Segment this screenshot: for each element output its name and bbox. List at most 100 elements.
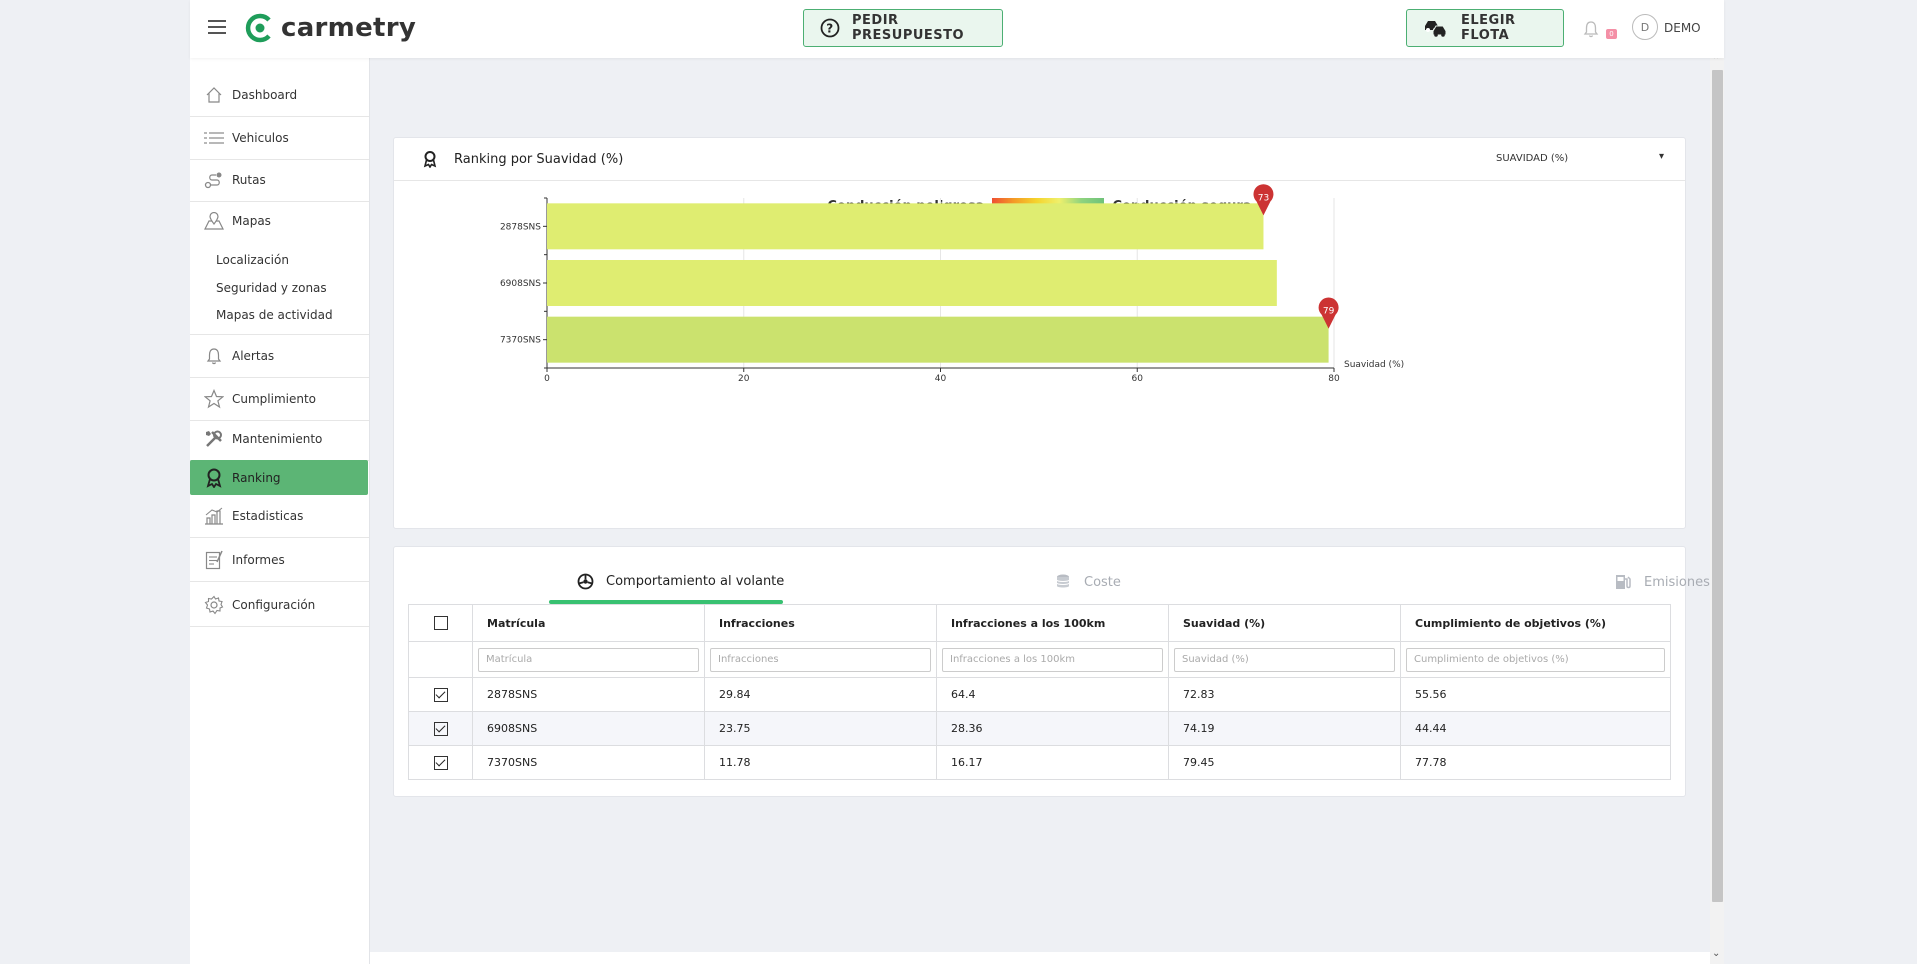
map-icon xyxy=(204,211,224,231)
column-header-infracciones-100km[interactable]: Infracciones a los 100km xyxy=(936,604,1169,642)
table-cell: 29.84 xyxy=(704,677,937,712)
table-cell: 16.17 xyxy=(936,745,1169,780)
metric-select[interactable]: SUAVIDAD (%) ▾ xyxy=(1496,151,1676,164)
column-header-suavidad[interactable]: Suavidad (%) xyxy=(1168,604,1401,642)
scroll-down-icon[interactable]: ⌄ xyxy=(1712,948,1721,959)
filter-suavidad-input[interactable] xyxy=(1174,647,1395,672)
table-cell: 55.56 xyxy=(1400,677,1671,712)
row-checkbox[interactable] xyxy=(433,755,448,770)
sidebar-item-label: Estadisticas xyxy=(232,509,304,523)
column-header-matricula[interactable]: Matrícula xyxy=(472,604,705,642)
table-cell: 74.19 xyxy=(1168,711,1401,746)
sidebar-subitem-seguridad[interactable]: Seguridad y zonas xyxy=(216,281,327,295)
table-cell: 64.4 xyxy=(936,677,1169,712)
avatar[interactable]: D xyxy=(1632,14,1658,40)
caret-down-icon: ▾ xyxy=(1658,151,1664,162)
steering-wheel-icon xyxy=(577,573,594,590)
sidebar-subitem-actividad[interactable]: Mapas de actividad xyxy=(216,308,333,322)
ranking-card-title: Ranking por Suavidad (%) xyxy=(454,152,624,167)
table-cell: 72.83 xyxy=(1168,677,1401,712)
sidebar-item-cumplimiento[interactable]: Cumplimiento xyxy=(190,378,369,421)
sidebar-item-rutas[interactable]: Rutas xyxy=(190,159,369,202)
tab-coste[interactable]: Coste xyxy=(1054,573,1121,591)
filter-infracciones-100km-input[interactable] xyxy=(942,647,1163,672)
sidebar-item-mantenimiento[interactable]: Mantenimiento xyxy=(190,418,369,461)
vehicle-table: Matrícula Infracciones Infracciones a lo… xyxy=(408,604,1671,780)
award-icon xyxy=(204,468,224,488)
choose-fleet-label: ELEGIR FLOTA xyxy=(1461,13,1516,43)
tab-emisiones[interactable]: Emisiones xyxy=(1614,573,1710,591)
tab-comportamiento[interactable]: Comportamiento al volante xyxy=(577,573,784,590)
sidebar-item-estadisticas[interactable]: Estadisticas xyxy=(190,495,369,538)
column-header-cumplimiento[interactable]: Cumplimiento de objetivos (%) xyxy=(1400,604,1671,642)
request-quote-label: PEDIR PRESUPUESTO xyxy=(852,13,965,43)
filter-matricula-input[interactable] xyxy=(478,647,699,672)
stats-icon xyxy=(204,506,224,526)
filter-infracciones-input[interactable] xyxy=(710,647,931,672)
table-row[interactable]: 6908SNS 23.75 28.36 74.19 44.44 xyxy=(408,711,1671,746)
ranking-card-header: Ranking por Suavidad (%) SUAVIDAD (%) ▾ xyxy=(394,138,1685,181)
help-circle-icon: ? xyxy=(820,18,840,38)
sidebar-item-label: Cumplimiento xyxy=(232,392,317,406)
column-header-infracciones[interactable]: Infracciones xyxy=(704,604,937,642)
data-marker-label: 79 xyxy=(1323,307,1335,317)
top-bar: carmetry ? PEDIR PRESUPUESTO ELEGIR FLOT… xyxy=(190,0,1724,58)
filter-cell xyxy=(1168,641,1401,678)
data-marker-pin xyxy=(1253,184,1274,216)
sidebar: Dashboard Vehiculos Rutas Mapas Localiza… xyxy=(190,58,370,964)
ranking-card: Ranking por Suavidad (%) SUAVIDAD (%) ▾ … xyxy=(393,137,1686,529)
filter-cell xyxy=(704,641,937,678)
filter-cell xyxy=(936,641,1169,678)
gear-icon xyxy=(204,595,224,615)
coins-icon xyxy=(1054,573,1072,591)
footer-strip xyxy=(370,952,1710,964)
filter-cumplimiento-input[interactable] xyxy=(1406,647,1665,672)
report-icon xyxy=(204,550,224,570)
scroll-up-icon[interactable]: ⌃ xyxy=(1712,55,1721,66)
sidebar-item-label: Informes xyxy=(232,553,285,567)
notifications-count-badge: 0 xyxy=(1606,29,1617,39)
table-cell: 7370SNS xyxy=(472,745,705,780)
table-row[interactable]: 7370SNS 11.78 16.17 79.45 77.78 xyxy=(408,745,1671,780)
table-cell: 23.75 xyxy=(704,711,937,746)
table-header-row: Matrícula Infracciones Infracciones a lo… xyxy=(408,604,1671,642)
bar xyxy=(547,260,1277,306)
filter-cell xyxy=(472,641,705,678)
sidebar-item-mapas[interactable]: Mapas xyxy=(190,199,369,242)
x-tick-label: 40 xyxy=(935,374,947,384)
user-name[interactable]: DEMO xyxy=(1664,21,1701,35)
sidebar-item-informes[interactable]: Informes xyxy=(190,539,369,582)
menu-toggle-icon[interactable] xyxy=(208,20,226,34)
star-icon xyxy=(204,389,224,409)
table-cell: 28.36 xyxy=(936,711,1169,746)
select-all-checkbox[interactable] xyxy=(433,616,448,630)
sidebar-item-ranking[interactable]: Ranking xyxy=(190,460,368,495)
row-checkbox[interactable] xyxy=(433,721,448,736)
choose-fleet-button[interactable]: ELEGIR FLOTA xyxy=(1406,9,1564,47)
bar xyxy=(547,203,1264,250)
sidebar-item-label: Mantenimiento xyxy=(232,432,323,446)
details-card: Comportamiento al volante Coste Emisione… xyxy=(393,546,1710,797)
row-checkbox[interactable] xyxy=(433,687,448,702)
sidebar-item-alertas[interactable]: Alertas xyxy=(190,335,369,378)
page-scrollbar[interactable]: ⌃ ⌄ xyxy=(1710,55,1724,964)
sidebar-subitem-localizacion[interactable]: Localización xyxy=(216,253,289,267)
logo[interactable]: carmetry xyxy=(243,10,416,46)
ranking-bar-chart: 2878SNS 6908SNS 7370SNS 0 20 40 60 80 Suavidad (… xyxy=(500,184,1404,384)
scrollbar-thumb[interactable] xyxy=(1712,70,1723,902)
route-icon xyxy=(204,170,224,190)
bar xyxy=(547,316,1329,363)
notifications-bell-icon[interactable] xyxy=(1583,20,1599,42)
sidebar-item-dashboard[interactable]: Dashboard xyxy=(190,74,369,117)
x-tick-label: 20 xyxy=(738,374,750,384)
table-filter-row xyxy=(408,641,1671,678)
x-tick-label: 60 xyxy=(1132,374,1144,384)
y-tick-label: 6908SNS xyxy=(500,279,541,289)
sidebar-item-vehiculos[interactable]: Vehiculos xyxy=(190,117,369,160)
x-tick-label: 0 xyxy=(544,374,550,384)
sidebar-item-configuracion[interactable]: Configuración xyxy=(190,584,369,627)
request-quote-button[interactable]: ? PEDIR PRESUPUESTO xyxy=(803,9,1003,47)
table-row[interactable]: 2878SNS 29.84 64.4 72.83 55.56 xyxy=(408,677,1671,712)
data-marker-pin xyxy=(1318,297,1339,329)
x-tick-label: 80 xyxy=(1328,374,1340,384)
